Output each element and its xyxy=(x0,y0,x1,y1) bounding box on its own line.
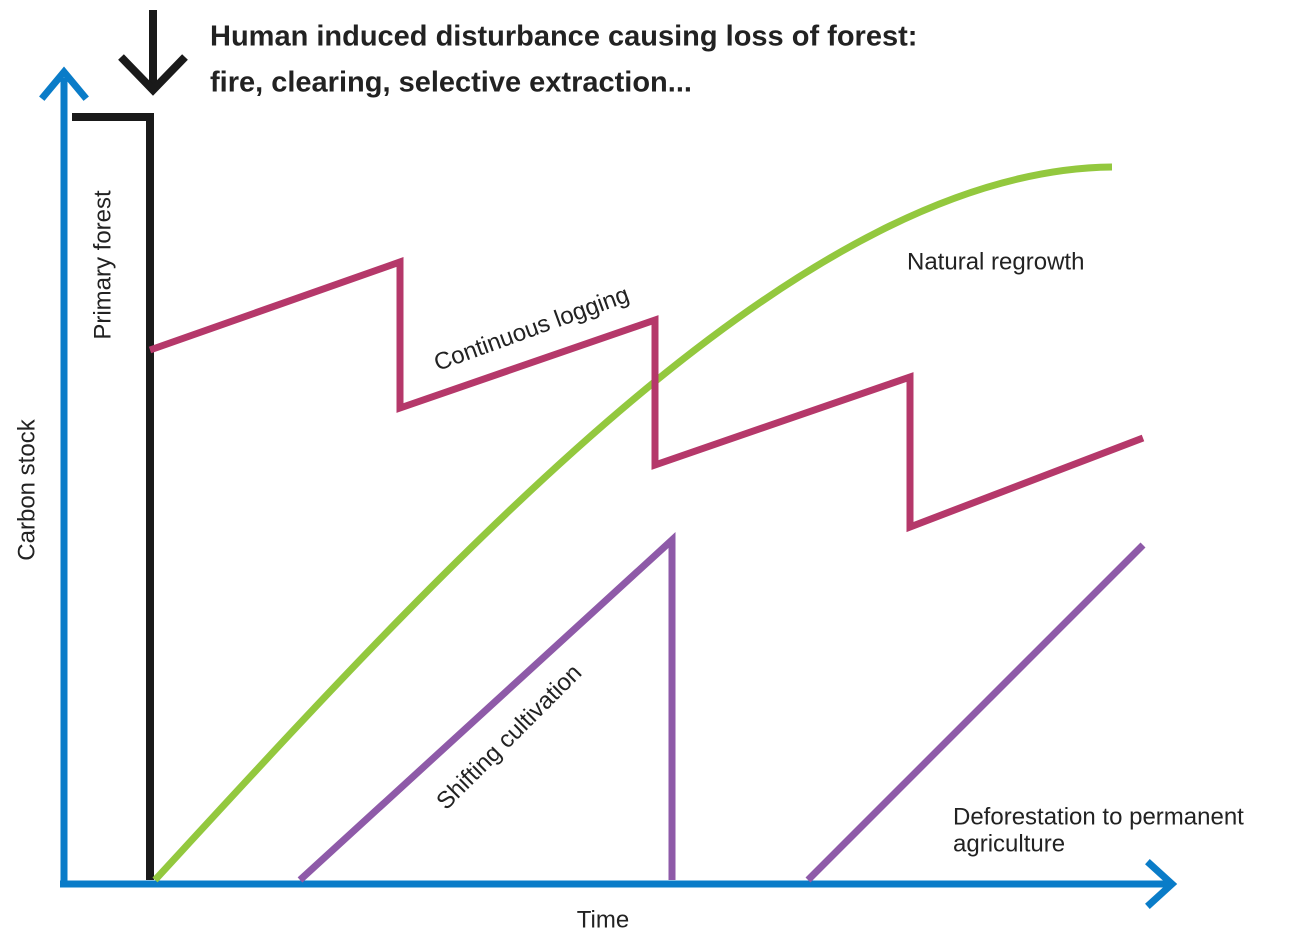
axes xyxy=(39,66,1178,909)
x-axis-label: Time xyxy=(577,906,629,933)
continuous-logging-line xyxy=(148,257,1145,533)
deforestation-label: Deforestation to permanent xyxy=(953,803,1244,830)
y-axis-label: Carbon stock xyxy=(13,418,40,560)
primary-forest-line xyxy=(72,113,154,880)
deforestation-label: agriculture xyxy=(953,830,1065,857)
disturbance-arrow xyxy=(118,10,188,96)
title-line: fire, clearing, selective extraction... xyxy=(210,67,692,99)
y-axis-arrow xyxy=(39,66,89,101)
natural-regrowth-line xyxy=(152,163,1113,883)
shifting-cultivation-line xyxy=(297,532,676,883)
primary-forest-label: Primary forest xyxy=(89,190,116,340)
natural-regrowth-label: Natural regrowth xyxy=(907,248,1084,275)
deforestation-line xyxy=(805,542,1146,883)
title-line: Human induced disturbance causing loss o… xyxy=(210,21,917,53)
x-axis-arrow xyxy=(1145,859,1178,909)
